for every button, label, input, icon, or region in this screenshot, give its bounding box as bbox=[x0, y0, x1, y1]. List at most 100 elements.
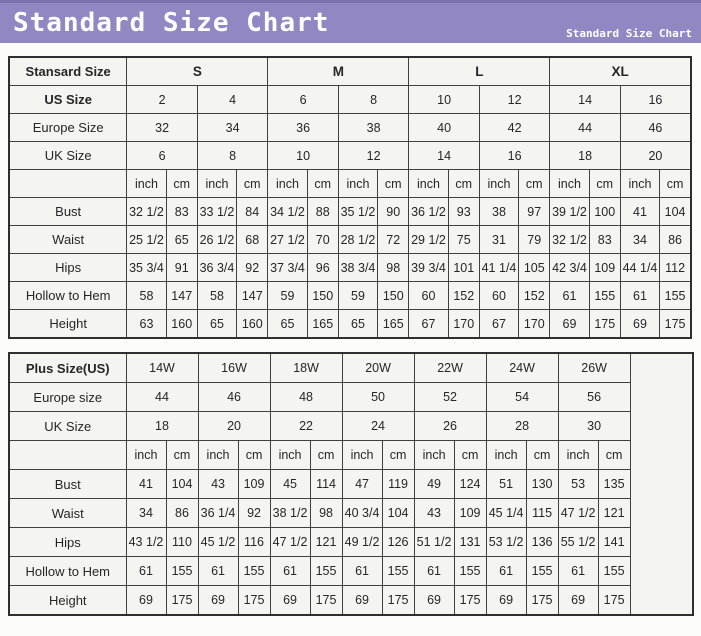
value-cell: 35 3/4 bbox=[126, 253, 167, 282]
value-cell: 34 bbox=[196, 113, 269, 142]
value-cell: 109 bbox=[453, 498, 487, 528]
value-cell: 43 bbox=[197, 469, 239, 499]
value-cell: 67 bbox=[408, 309, 449, 339]
value-cell: 69 bbox=[197, 585, 239, 616]
value-cell: 97 bbox=[518, 197, 551, 226]
value-cell: 112 bbox=[659, 253, 692, 282]
row-label-cell: Waist bbox=[8, 498, 127, 528]
value-cell: 35 1/2 bbox=[337, 197, 379, 226]
value-cell: 39 1/2 bbox=[549, 197, 590, 226]
value-cell: inch bbox=[549, 169, 590, 198]
value-cell: 45 bbox=[269, 469, 311, 499]
value-cell: 47 1/2 bbox=[269, 527, 311, 557]
value-cell: 69 bbox=[549, 309, 590, 339]
value-cell: 26 1/2 bbox=[196, 225, 238, 254]
standard-size-table: Stansard Size S M L XL US Size 2 4 6 8 10 12 14 16 Eur… bbox=[8, 56, 692, 339]
value-cell: inch bbox=[341, 440, 383, 470]
value-cell: 16 bbox=[478, 141, 551, 170]
value-cell: 152 bbox=[447, 281, 480, 310]
value-cell: 69 bbox=[485, 585, 527, 616]
value-cell: 175 bbox=[237, 585, 271, 616]
value-cell: 39 3/4 bbox=[408, 253, 449, 282]
value-cell: 65 bbox=[196, 309, 238, 339]
row-label-cell: Hips bbox=[8, 253, 128, 282]
value-cell: 55 1/2 bbox=[557, 527, 599, 557]
value-cell: 69 bbox=[557, 585, 599, 616]
value-cell: 18 bbox=[549, 141, 621, 170]
table-row: UK Size 6 8 10 12 14 16 18 20 bbox=[8, 141, 692, 170]
value-cell: L bbox=[408, 56, 551, 86]
value-cell: 175 bbox=[309, 585, 343, 616]
value-cell: 8 bbox=[337, 85, 410, 114]
value-cell: 61 bbox=[341, 556, 383, 586]
value-cell: 155 bbox=[597, 556, 631, 586]
value-cell: cm bbox=[518, 169, 551, 198]
value-cell: 25 1/2 bbox=[126, 225, 167, 254]
value-cell: 4 bbox=[196, 85, 269, 114]
value-cell: 38 bbox=[337, 113, 410, 142]
table-row: inch cm inch cm inch cm inch cm inch cm inch cm inch… bbox=[8, 169, 692, 198]
value-cell: 31 bbox=[478, 225, 520, 254]
value-cell: 101 bbox=[447, 253, 480, 282]
table-row: Plus Size(US) 14W 16W 18W 20W 22W 24W 26W bbox=[8, 352, 694, 616]
value-cell: 60 bbox=[408, 281, 449, 310]
value-cell: inch bbox=[269, 440, 311, 470]
value-cell: 46 bbox=[197, 382, 271, 412]
value-cell: 43 bbox=[413, 498, 455, 528]
table-row: Waist 34 86 36 1/4 92 38 1/2 98 40 3/4 104 43 109 4… bbox=[8, 498, 693, 528]
value-cell: 155 bbox=[165, 556, 199, 586]
value-cell: 175 bbox=[453, 585, 487, 616]
page-title: Standard Size Chart bbox=[13, 8, 330, 38]
value-cell: 88 bbox=[306, 197, 339, 226]
value-cell: cm bbox=[659, 169, 692, 198]
row-label-cell: Hips bbox=[8, 527, 127, 557]
value-cell: 84 bbox=[236, 197, 269, 226]
table-row: Hollow to Hem 61 155 61 155 61 155 61 155 61 155 61… bbox=[8, 556, 693, 586]
value-cell: 105 bbox=[518, 253, 551, 282]
value-cell: 124 bbox=[453, 469, 487, 499]
watermark-title: Standard Size Chart bbox=[566, 27, 692, 40]
value-cell: cm bbox=[236, 169, 269, 198]
value-cell: 109 bbox=[237, 469, 271, 499]
value-cell: 22 bbox=[269, 411, 343, 441]
value-cell: 116 bbox=[237, 527, 271, 557]
value-cell: 110 bbox=[165, 527, 199, 557]
value-cell: cm bbox=[165, 169, 198, 198]
table-row: Waist 25 1/2 65 26 1/2 68 27 1/2 70 28 1/2 72 29 … bbox=[8, 225, 692, 254]
value-cell: 47 bbox=[341, 469, 383, 499]
row-label-cell: Height bbox=[8, 585, 127, 616]
table-row: US Size 2 4 6 8 10 12 14 16 bbox=[8, 85, 692, 114]
row-label-cell: Plus Size(US) bbox=[8, 352, 127, 383]
value-cell: 44 bbox=[125, 382, 199, 412]
value-cell: 8 bbox=[196, 141, 269, 170]
value-cell: inch bbox=[126, 169, 167, 198]
value-cell: 92 bbox=[236, 253, 269, 282]
value-cell: 155 bbox=[525, 556, 559, 586]
value-cell: 165 bbox=[306, 309, 339, 339]
value-cell: 165 bbox=[377, 309, 410, 339]
value-cell: 155 bbox=[381, 556, 415, 586]
value-cell: 32 1/2 bbox=[549, 225, 590, 254]
value-cell: 44 1/4 bbox=[619, 253, 661, 282]
value-cell: 48 bbox=[269, 382, 343, 412]
value-cell: 18 bbox=[125, 411, 199, 441]
value-cell: 160 bbox=[236, 309, 269, 339]
value-cell: cm bbox=[165, 440, 199, 470]
value-cell: 6 bbox=[126, 141, 198, 170]
value-cell: inch bbox=[197, 440, 239, 470]
value-cell: 22W bbox=[413, 352, 487, 383]
value-cell: 61 bbox=[619, 281, 661, 310]
row-label-cell: Europe Size bbox=[8, 113, 128, 142]
value-cell: 18W bbox=[269, 352, 343, 383]
value-cell: 150 bbox=[306, 281, 339, 310]
value-cell: inch bbox=[413, 440, 455, 470]
row-label-cell: Bust bbox=[8, 197, 128, 226]
row-label-cell: UK Size bbox=[8, 141, 128, 170]
value-cell: M bbox=[267, 56, 410, 86]
row-label-cell: Waist bbox=[8, 225, 128, 254]
value-cell: 12 bbox=[337, 141, 410, 170]
value-cell: 79 bbox=[518, 225, 551, 254]
value-cell: 46 bbox=[619, 113, 692, 142]
value-cell: 42 bbox=[478, 113, 551, 142]
value-cell: 30 bbox=[557, 411, 631, 441]
